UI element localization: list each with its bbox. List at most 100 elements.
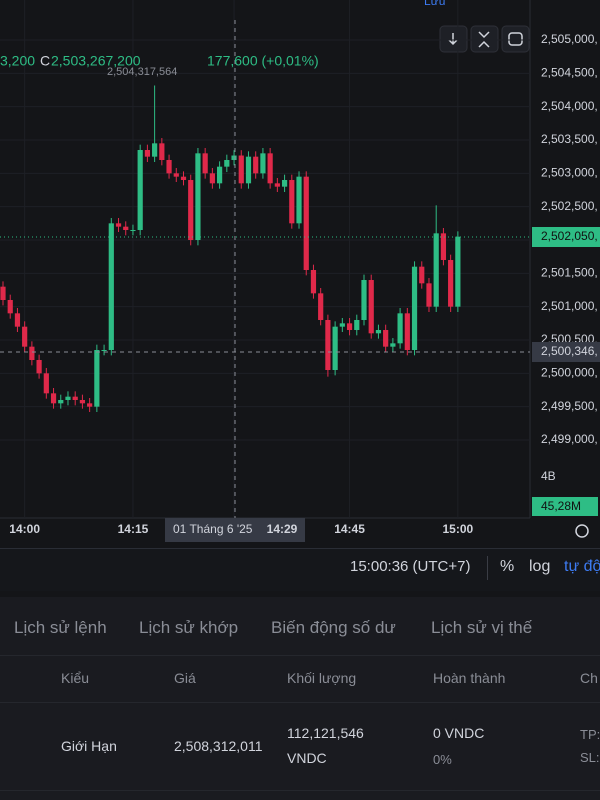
candle-body: [130, 230, 136, 231]
candle-body: [0, 286, 6, 300]
tab[interactable]: Lịch sử lệnh: [14, 618, 107, 637]
candle-body: [79, 400, 86, 404]
candle-body: [318, 293, 324, 320]
y-tick-label: 2,499,500,: [541, 399, 598, 413]
fullscreen-button[interactable]: [501, 25, 530, 53]
candle-body: [14, 313, 21, 327]
volume-last: 45,28M: [541, 499, 581, 513]
chart: Lưu 2,499,000, 2,499,500, 2,500,000, 2,500,…: [0, 0, 600, 548]
crosshair-time-badge: [165, 518, 305, 542]
collapse-button[interactable]: [470, 25, 499, 53]
tab[interactable]: Biến động số dư: [271, 618, 396, 637]
candle-body: [43, 373, 49, 394]
y-tick-label: 2,503,500,: [541, 132, 598, 146]
candle-body: [209, 173, 215, 184]
x-tick-label: 15:00: [443, 522, 474, 536]
candle-body: [310, 270, 317, 294]
candle-body: [325, 320, 331, 370]
candle-body: [238, 155, 244, 184]
y-tick-label: 2,503,000,: [541, 166, 598, 180]
log-toggle[interactable]: log: [529, 558, 551, 575]
candle-body: [426, 283, 432, 307]
legend-prev: 3,200: [0, 53, 35, 69]
candle-body: [281, 180, 288, 187]
separator: [0, 790, 600, 791]
clock: 15:00:36 (UTC+7): [350, 558, 471, 575]
candle-body: [404, 313, 410, 350]
candle-body: [72, 396, 78, 400]
time-bar: [0, 548, 600, 591]
candle-body: [108, 223, 114, 350]
candle-body: [296, 176, 302, 224]
candle-body: [159, 143, 165, 160]
candle-body: [346, 323, 353, 330]
candle-body: [137, 150, 143, 230]
x-tick-label: 14:29: [267, 522, 298, 536]
arrow-down-icon: [448, 33, 458, 46]
candle-body: [383, 330, 389, 347]
y-tick-label: 2,504,000,: [541, 99, 598, 113]
candle-body: [87, 403, 93, 407]
candle-body: [231, 155, 237, 160]
crosshair-date: 01 Tháng 6 '25: [173, 522, 253, 536]
candle-body: [375, 330, 382, 334]
y-tick-label: 2,502,500,: [541, 199, 598, 213]
high-label: 2,504,317,564: [107, 66, 177, 78]
order-sl: SL:: [580, 750, 600, 765]
y-tick-label: 2,501,500,: [541, 266, 598, 280]
candle-body: [65, 396, 71, 400]
candle-body: [455, 236, 461, 307]
chart-bg: [0, 0, 600, 548]
order-filled-pct: 0%: [433, 752, 452, 767]
candle-body: [173, 173, 179, 177]
tab[interactable]: Lịch sử khớp: [139, 618, 239, 637]
candle-body: [115, 223, 122, 227]
candle-body: [58, 400, 64, 404]
candle-body: [332, 326, 338, 370]
candle-body: [274, 183, 280, 187]
volume-badge: [532, 497, 598, 516]
candle-body: [166, 160, 172, 174]
legend-close-prefix: C: [40, 53, 50, 69]
candle-body: [361, 280, 367, 320]
candle-body: [224, 160, 230, 167]
save-label[interactable]: Lưu: [424, 0, 445, 8]
candle-body: [202, 153, 208, 174]
candle-body: [339, 323, 345, 327]
percent-toggle[interactable]: %: [500, 558, 515, 575]
order-volume-unit: VNDC: [287, 750, 327, 766]
candle-body: [7, 300, 13, 314]
candle-body: [440, 233, 447, 260]
candle-body: [390, 343, 396, 347]
candle-body: [123, 226, 129, 230]
auto-toggle[interactable]: tự độ: [564, 558, 600, 575]
candle-body: [29, 346, 35, 360]
table-header: Kiểu: [61, 670, 90, 686]
candle-body: [36, 360, 42, 374]
candle-body: [144, 150, 150, 157]
candle-body: [188, 180, 194, 240]
separator: [0, 655, 600, 656]
candle-body: [195, 153, 201, 240]
collapse-icon: [478, 31, 490, 48]
candle-body: [152, 143, 158, 157]
settings-icon[interactable]: [575, 524, 589, 538]
y-tick-label: 2,501,000,: [541, 299, 598, 313]
candle-body: [94, 350, 100, 407]
x-tick-label: 14:45: [334, 522, 365, 536]
divider: [487, 556, 488, 580]
tab[interactable]: Lịch sử vị thế: [431, 618, 533, 637]
candle-body: [180, 176, 187, 180]
candle-body: [289, 180, 295, 224]
candle-body: [411, 266, 418, 350]
plot: 2,499,000,2,499,500,2,500,000,2,500,500,…: [0, 0, 598, 518]
order-tp: TP:: [580, 727, 600, 742]
candle-body: [101, 350, 107, 351]
table-header: Ch: [580, 670, 598, 686]
last-price: 2,502,050,: [541, 229, 598, 243]
candle-body: [253, 156, 259, 174]
last-price-badge: [532, 227, 600, 247]
crosshair-price-badge: [532, 342, 600, 362]
volume-axis-label: 4B: [541, 469, 556, 483]
